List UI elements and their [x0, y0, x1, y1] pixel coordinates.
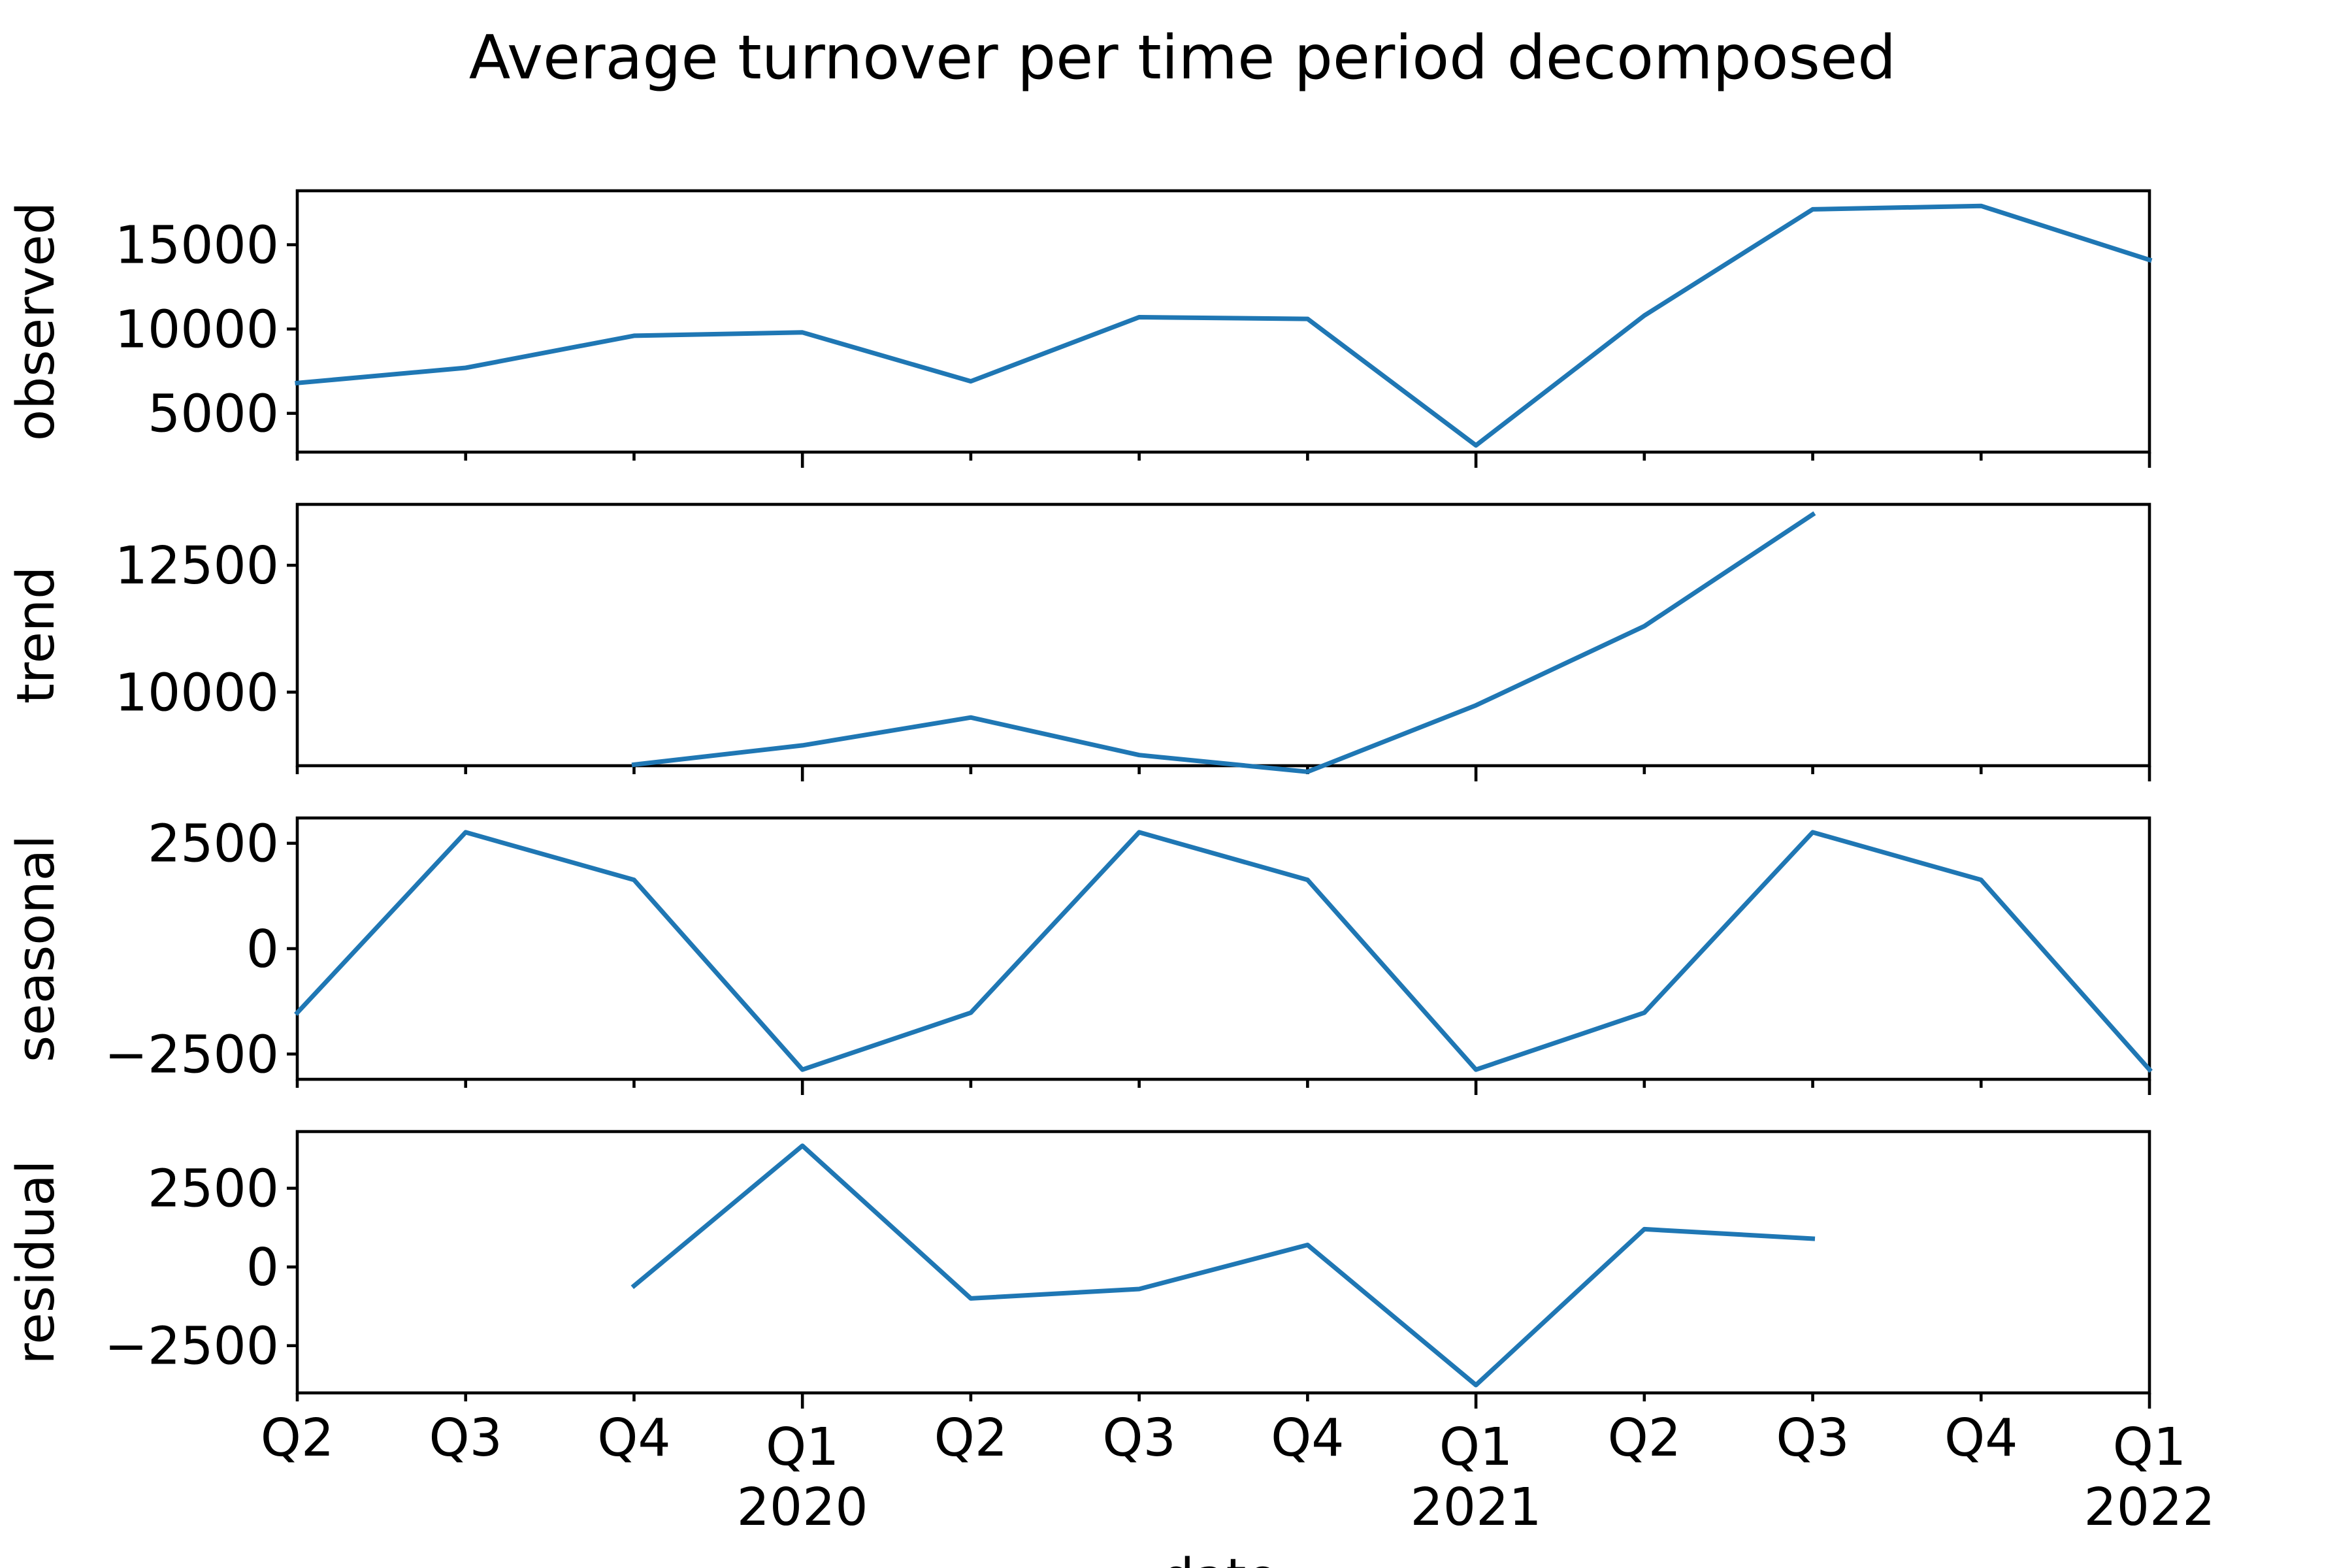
x-tick-label-quarter: Q2 — [261, 1408, 334, 1468]
axes-frame-residual — [295, 1130, 2151, 1395]
y-tick-label-seasonal: 0 — [246, 919, 279, 979]
x-tick-label-quarter: Q2 — [1608, 1408, 1681, 1468]
y-axis-label-trend: trend — [6, 566, 66, 704]
series-line-observed — [295, 203, 2153, 448]
panel-trend: 10000 12500 trend — [6, 502, 2151, 781]
x-tick-label-quarter: Q3 — [429, 1408, 502, 1468]
y-tick-label-observed: 15000 — [115, 216, 279, 276]
x-tick-label-quarter: Q1 — [1439, 1417, 1512, 1477]
x-tick-label-quarter: Q4 — [1271, 1408, 1344, 1468]
y-tick-label-seasonal: 2500 — [148, 814, 279, 874]
x-tick-label-year: 2020 — [737, 1477, 868, 1537]
y-tick-label-trend: 12500 — [115, 536, 279, 596]
chart-title: Average turnover per time period decompo… — [469, 22, 1896, 93]
panel-seasonal: −2500 0 2500 seasonal — [6, 814, 2153, 1095]
x-tick-label-quarter: Q4 — [597, 1408, 670, 1468]
panel-residual: −2500 0 2500 residual — [6, 1130, 2151, 1409]
x-tick-label-year: 2021 — [1411, 1477, 1542, 1537]
x-tick-label-quarter: Q3 — [1102, 1408, 1175, 1468]
y-axis-label-residual: residual — [6, 1160, 66, 1364]
y-tick-label-observed: 10000 — [115, 300, 279, 360]
y-tick-label-trend: 10000 — [115, 662, 279, 723]
axes-frame-observed — [295, 189, 2151, 454]
x-tick-label-year: 2022 — [2083, 1477, 2215, 1537]
y-tick-label-residual: 0 — [246, 1237, 279, 1298]
x-tick-label-quarter: Q2 — [934, 1408, 1007, 1468]
y-tick-label-seasonal: −2500 — [105, 1024, 279, 1085]
series-line-seasonal — [294, 830, 2153, 1073]
y-axis-label-seasonal: seasonal — [6, 835, 66, 1062]
x-axis-label: date — [1162, 1548, 1278, 1568]
x-tick-label-quarter: Q1 — [2113, 1417, 2186, 1477]
y-tick-label-residual: 2500 — [148, 1159, 279, 1219]
panel-observed: 5000 10000 15000 observed — [6, 189, 2153, 468]
x-tick-label-quarter: Q4 — [1944, 1408, 2017, 1468]
x-tick-label-quarter: Q3 — [1776, 1408, 1849, 1468]
x-tick-label-quarter: Q1 — [766, 1417, 839, 1477]
series-line-trend — [631, 511, 1816, 774]
panels-group: 5000 10000 15000 observed 10000 12500 trend −25… — [6, 189, 2153, 1409]
y-axis-label-observed: observed — [6, 202, 66, 441]
y-tick-label-observed: 5000 — [148, 384, 279, 444]
y-tick-label-residual: −2500 — [105, 1316, 279, 1377]
series-line-residual — [630, 1143, 1816, 1388]
